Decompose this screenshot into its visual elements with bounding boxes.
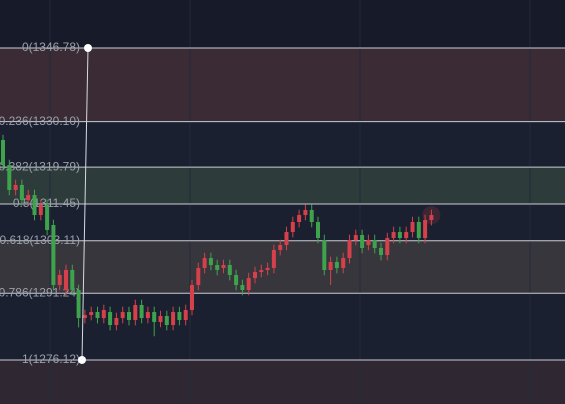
fib-band — [0, 293, 565, 360]
candle-body — [253, 272, 257, 279]
candle-body — [196, 268, 201, 286]
candle-body — [120, 312, 125, 319]
candle-body — [397, 232, 402, 239]
candle-body — [82, 315, 87, 319]
candle-body — [278, 245, 283, 250]
candle-body — [177, 312, 182, 321]
fib-bands — [0, 47, 565, 404]
fib-level-label: 0(1346.78) — [22, 40, 80, 54]
fib-level-label: 0.236(1330.10) — [0, 114, 80, 128]
candle-body — [227, 265, 232, 276]
fib-band — [0, 203, 565, 241]
candle-body — [89, 312, 94, 316]
candle-body — [234, 275, 239, 286]
anchor-line — [81, 47, 89, 360]
candle-body — [95, 312, 100, 319]
candle-body — [347, 240, 352, 259]
fib-level-label: 0.382(1319.79) — [0, 159, 80, 173]
candle-body — [101, 309, 106, 319]
fib-level-label: 1(1276.12) — [22, 352, 80, 366]
fib-band — [0, 121, 565, 168]
candle-body — [208, 258, 213, 266]
candle-body — [429, 215, 434, 221]
candle-body — [328, 262, 333, 270]
candle-body — [334, 262, 339, 269]
candle-body — [410, 222, 415, 233]
candle-body — [303, 209, 308, 216]
candle-body — [385, 238, 390, 256]
candle-body — [32, 194, 37, 216]
candle-body — [13, 185, 18, 190]
candle-body — [271, 249, 276, 269]
candle-body — [38, 205, 43, 216]
candle-body — [360, 235, 365, 249]
candle-body — [190, 285, 194, 310]
candle-body — [171, 312, 176, 326]
anchor-point — [84, 43, 92, 52]
candle-body — [1, 140, 5, 165]
candle-body — [108, 312, 113, 326]
fib-band — [0, 240, 565, 294]
candle-body — [284, 232, 289, 246]
vertical-grid — [49, 0, 531, 404]
candle-body — [57, 275, 62, 286]
candle-body — [64, 269, 68, 290]
candle-body — [145, 312, 150, 319]
candle-body — [353, 235, 358, 241]
candle-body — [76, 289, 81, 319]
candle-body — [221, 265, 226, 269]
candle-body — [45, 205, 50, 230]
fib-levels: 0(1346.78) 0.236(1330.10) 0.382(1319.79) 0.… — [0, 40, 565, 366]
candle-body — [416, 222, 421, 239]
anchor-point — [78, 355, 86, 364]
fib-band — [0, 359, 565, 404]
candle-body — [202, 258, 207, 269]
candle-body — [240, 285, 245, 290]
candles — [1, 134, 441, 337]
candle-body — [183, 309, 188, 321]
candle-body — [164, 316, 169, 326]
fib-band — [0, 167, 565, 204]
candle-body — [26, 194, 31, 201]
candle-body — [404, 232, 409, 239]
fib-anchor — [78, 43, 92, 364]
candle-body — [366, 240, 371, 246]
candle-body — [297, 215, 302, 223]
fib-level-label: 0.618(1303.11) — [0, 233, 80, 247]
candle-body — [139, 305, 144, 319]
candle-body — [316, 222, 320, 239]
candle-body — [290, 222, 295, 233]
candle-body — [215, 265, 220, 270]
candle-body — [51, 225, 56, 286]
candle-body — [259, 269, 264, 273]
candle-body — [423, 220, 428, 239]
candle-body — [309, 209, 314, 223]
candle-body — [372, 240, 377, 249]
candle-body — [70, 269, 75, 290]
candle-body — [114, 318, 119, 326]
candle-body — [341, 258, 346, 269]
candle-body — [152, 312, 157, 323]
candle-body — [246, 278, 251, 290]
candle-body — [265, 268, 270, 270]
candle-body — [158, 316, 163, 323]
candle-body — [133, 305, 138, 321]
candle-body — [19, 185, 24, 201]
candle-body — [127, 312, 131, 321]
candle-body — [322, 240, 327, 270]
candle-body — [379, 248, 383, 256]
candle-body — [7, 164, 12, 190]
candle-body — [391, 232, 396, 239]
fib-band — [0, 47, 565, 122]
